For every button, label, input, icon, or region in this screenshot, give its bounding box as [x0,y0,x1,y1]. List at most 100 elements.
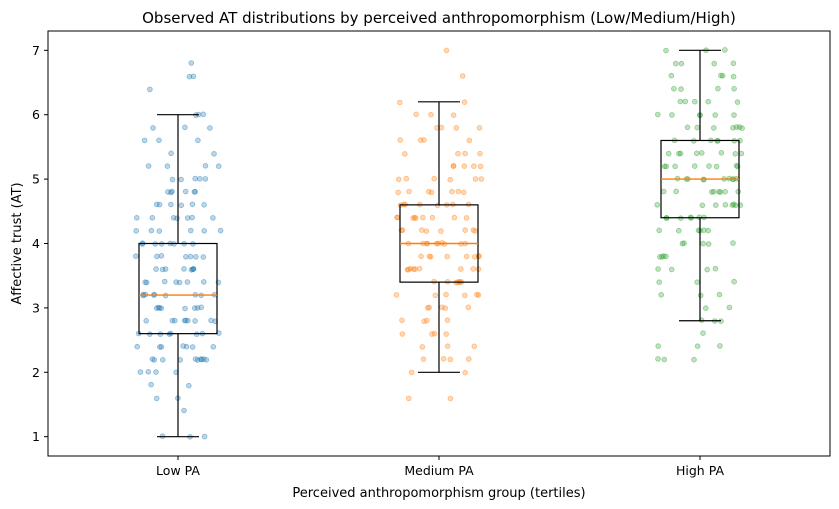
y-axis-label: Affective trust (AT) [10,182,25,304]
data-point [447,356,454,363]
data-point [465,356,472,362]
data-point [665,150,672,157]
data-point [663,47,669,54]
data-point [186,382,192,389]
data-point [478,176,485,182]
data-point [194,357,201,363]
data-point [656,279,662,286]
data-point [425,305,431,311]
y-tick-label: 6 [32,107,40,122]
plot-area [133,47,745,440]
data-point [712,112,718,118]
data-point [712,202,719,209]
data-point [710,188,717,195]
data-point [178,202,185,209]
data-point [192,188,199,195]
data-point [655,356,661,362]
data-point [134,343,141,350]
data-point [145,368,152,375]
data-point [715,85,721,92]
data-point [677,150,684,157]
data-point [726,304,733,311]
data-point [142,279,149,286]
data-point [161,278,168,285]
data-point [207,125,213,131]
data-point [457,266,464,272]
data-point [471,343,478,350]
data-point [657,254,663,260]
data-point [159,266,166,273]
data-point [184,279,191,285]
data-point [655,266,661,272]
data-point [418,227,425,233]
iqr-box [138,242,218,335]
data-point [654,111,661,118]
data-point [189,344,196,350]
data-point [676,150,682,157]
data-point [156,201,163,208]
data-point [210,215,216,221]
y-tick-label: 5 [32,172,40,187]
data-point [470,266,477,272]
data-point [428,111,434,118]
data-point [190,265,197,272]
data-point [134,215,140,221]
data-point [421,137,427,143]
data-point [722,47,728,53]
data-point [432,292,439,299]
data-point [153,201,160,208]
data-point [189,201,196,208]
data-point [187,253,194,260]
data-point [463,253,470,260]
data-point [168,150,174,157]
data-point [732,202,739,209]
data-point [405,395,412,402]
data-point [453,125,460,131]
data-point [711,60,717,67]
data-point [418,253,424,260]
data-point [188,266,195,273]
data-point [444,253,451,260]
data-point [440,355,447,362]
data-point [407,265,414,272]
data-point [439,304,445,311]
data-point [730,60,737,67]
data-point [182,305,188,312]
data-point [404,266,411,273]
data-point [450,163,457,170]
data-point [182,124,188,131]
data-point [158,253,165,259]
data-point [466,137,473,144]
data-point [447,176,454,183]
data-point [471,163,477,170]
data-point [172,317,178,324]
data-point [656,227,662,234]
data-point [406,188,412,195]
data-point [189,214,195,221]
data-point [474,291,480,298]
data-point [710,125,717,131]
data-point [663,163,669,170]
data-point [165,189,171,195]
data-point [148,381,154,388]
data-point [700,330,706,337]
data-point [412,266,418,273]
data-point [443,47,450,54]
data-point [413,111,420,118]
data-point [475,292,482,298]
data-point [477,163,484,170]
data-point [730,125,736,131]
data-point [395,176,402,183]
data-point [174,215,180,222]
data-point [181,317,188,324]
data-point [169,317,176,324]
data-point [697,292,704,299]
data-point [700,240,706,247]
data-point [424,317,430,324]
data-point [738,150,745,157]
data-point [150,125,156,131]
data-point [462,227,469,234]
data-point [461,99,468,105]
data-point [155,304,162,311]
y-tick-label: 4 [32,236,40,251]
